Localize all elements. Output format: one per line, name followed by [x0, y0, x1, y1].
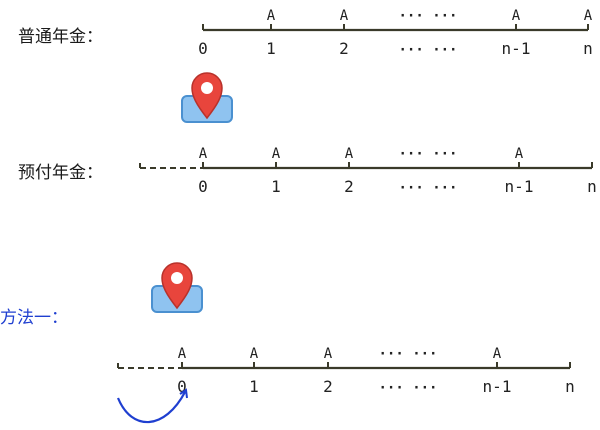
period-label: 1 — [266, 39, 276, 58]
location-pin-icon — [181, 72, 233, 123]
shift-arrow-icon — [116, 388, 188, 424]
prepaid-annuity-timeline: 0 A 1 A 2 A ··· ··· ··· ··· n-1 An — [139, 146, 597, 196]
payment-label: A — [199, 146, 208, 162]
prepaid-annuity-label: 预付年金： — [18, 163, 103, 183]
payment-label: A — [178, 346, 187, 362]
period-label: n — [587, 177, 597, 196]
payment-label: A — [250, 346, 259, 362]
location-pin-icon — [151, 262, 203, 313]
period-label: ··· ··· — [378, 380, 437, 396]
period-label: n-1 — [483, 377, 512, 396]
ordinary-annuity-label: 普通年金： — [18, 27, 103, 47]
period-label: ··· ··· — [398, 42, 457, 58]
period-label: n — [583, 39, 593, 58]
payment-label: ··· ··· — [398, 146, 457, 162]
method-one-timeline: 0 A 1 A 2 A ··· ··· ··· ··· n-1 An — [117, 346, 575, 396]
period-label: 1 — [249, 377, 259, 396]
period-label: 0 — [198, 177, 208, 196]
period-label: 2 — [339, 39, 349, 58]
period-label: 2 — [323, 377, 333, 396]
payment-label: A — [267, 8, 276, 24]
payment-label: A — [512, 8, 521, 24]
payment-label: A — [340, 8, 349, 24]
payment-label: ··· ··· — [378, 346, 437, 362]
period-label: 2 — [344, 177, 354, 196]
payment-label: A — [515, 146, 524, 162]
period-label: 1 — [271, 177, 281, 196]
method-one-label: 方法一： — [0, 308, 68, 328]
period-label: n-1 — [505, 177, 534, 196]
payment-label: A — [272, 146, 281, 162]
payment-label: A — [584, 8, 593, 24]
payment-label: ··· ··· — [398, 8, 457, 24]
period-label: 0 — [198, 39, 208, 58]
period-label: ··· ··· — [398, 180, 457, 196]
period-label: n — [565, 377, 575, 396]
payment-label: A — [345, 146, 354, 162]
payment-label: A — [493, 346, 502, 362]
period-label: n-1 — [502, 39, 531, 58]
period-label: 0 — [177, 377, 187, 396]
payment-label: A — [324, 346, 333, 362]
